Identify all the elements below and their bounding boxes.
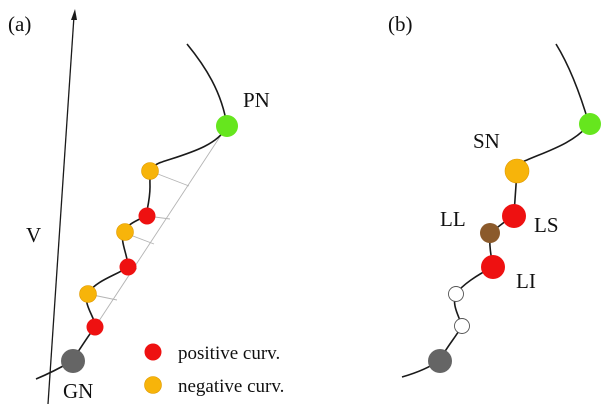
positive-curv-point <box>86 318 104 336</box>
positive-curv-point <box>119 258 137 276</box>
panel-a: (a) V PN GN positive curv. <box>8 9 284 405</box>
li-label: LI <box>516 269 536 293</box>
panel-b-label: (b) <box>388 12 413 36</box>
ls-label: LS <box>534 213 559 237</box>
v-axis-label: V <box>26 223 41 247</box>
open-point <box>454 318 470 334</box>
pn-gn-chord <box>94 125 228 328</box>
li-point <box>481 255 505 279</box>
legend-positive-swatch <box>144 343 162 361</box>
v-axis-arrowhead <box>71 9 77 20</box>
gn-point <box>61 349 85 373</box>
positive-curv-point <box>138 207 156 225</box>
legend: positive curv. negative curv. <box>144 343 284 397</box>
legend-negative-swatch <box>144 376 162 394</box>
panel-a-label: (a) <box>8 12 31 36</box>
construction-lines <box>87 125 228 328</box>
ll-label: LL <box>440 207 466 231</box>
negative-curv-point <box>79 285 97 303</box>
profile-curve-b <box>401 43 590 378</box>
pn-point <box>579 113 601 135</box>
gn-point <box>428 349 452 373</box>
gn-label: GN <box>63 379 93 403</box>
profile-curve-a <box>35 43 228 380</box>
legend-positive-label: positive curv. <box>178 343 280 364</box>
v-axis-line <box>47 15 75 405</box>
negative-curv-point <box>116 223 134 241</box>
legend-negative-label: negative curv. <box>178 376 284 397</box>
sn-label: SN <box>473 129 500 153</box>
ll-point <box>480 223 500 243</box>
pn-label: PN <box>243 88 270 112</box>
sn-point <box>504 158 530 184</box>
negative-curv-point <box>141 162 159 180</box>
open-point <box>448 286 464 302</box>
panel-b: (b) SN LS LL LI <box>388 12 601 378</box>
pn-point <box>216 115 238 137</box>
ls-point <box>502 204 526 228</box>
